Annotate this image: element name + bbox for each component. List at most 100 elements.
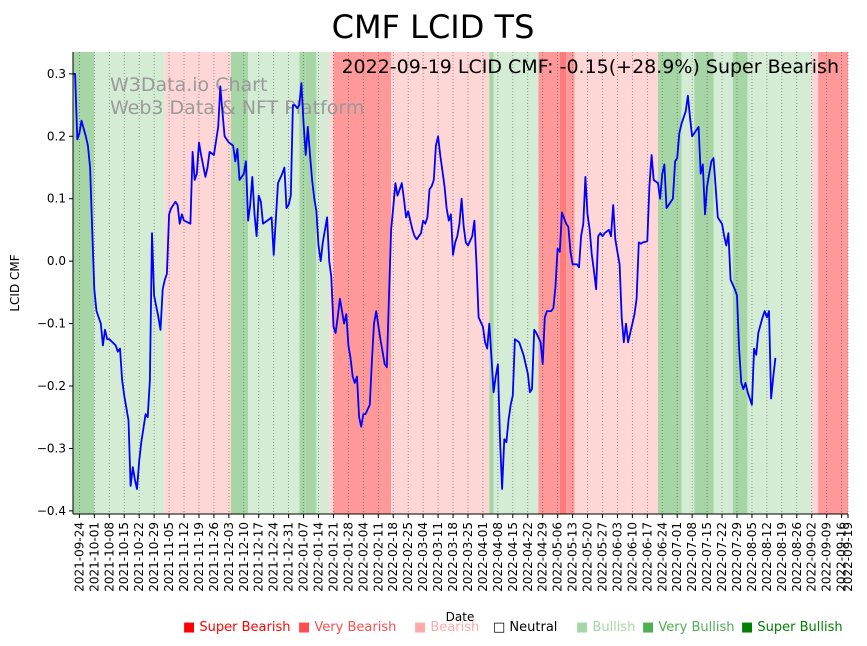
x-tick-label: 2022-01-28 [341,522,355,592]
y-tick-label: 0.1 [47,192,66,206]
band-very-bearish [566,52,575,514]
x-tick-label: 2022-02-04 [356,522,370,592]
band-bearish [164,52,231,514]
y-tick-label: 0.3 [47,67,66,81]
x-tick-label: 2022-01-07 [297,522,311,592]
x-tick-label: 2022-09-19 [841,522,855,592]
x-tick-label: 2022-06-24 [655,522,669,592]
x-tick-label: 2022-02-18 [386,522,400,592]
x-tick-label: 2022-08-12 [760,522,774,592]
chart-annotation: 2022-09-19 LCID CMF: -0.15(+28.9%) Super… [341,56,839,78]
x-tick-label: 2021-10-22 [132,522,146,592]
grid-lines [79,52,849,514]
band-bearish [574,52,658,514]
x-tick-label: 2022-05-06 [551,522,565,592]
x-tick-label: 2022-03-04 [416,522,430,592]
band-super-bearish [559,52,567,514]
band-very-bearish [382,52,392,514]
x-tick-label: 2021-12-10 [237,522,251,592]
x-tick-label: 2022-06-10 [625,522,639,592]
legend-item: ■ Super Bullish [741,620,843,635]
x-tick-label: 2021-12-03 [222,522,236,592]
y-tick-label: −0.2 [37,379,66,393]
y-axis-label: LCID CMF [8,254,22,311]
y-tick-label: 0.0 [47,254,66,268]
x-tick-label: 2022-07-01 [670,522,684,592]
y-tick-label: −0.3 [37,441,66,455]
band-very-bullish [305,52,317,514]
x-tick-label: 2022-09-16 [835,522,849,592]
band-bullish [747,52,812,514]
x-tick-label: 2022-03-18 [446,522,460,592]
band-bearish [811,52,819,514]
y-tick-label: 0.2 [47,129,66,143]
band-very-bullish [489,52,494,514]
band-bullish [493,52,539,514]
x-tick-label: 2022-05-20 [581,522,595,592]
cmf-series-line [73,73,777,490]
band-bearish [391,52,490,514]
band-bullish [681,52,695,514]
x-tick-label: 2022-09-02 [805,522,819,592]
watermark-text: W3Data.io Chart [110,74,267,96]
y-tick-label: −0.4 [37,504,66,518]
band-very-bearish [333,52,383,514]
band-very-bearish [538,52,560,514]
watermark-text: Web3 Data & NFT Platform [110,97,364,119]
x-axis-label: Date [446,610,475,624]
x-tick-label: 2022-01-21 [327,522,341,592]
chart-title: CMF LCID TS [332,8,535,46]
x-tick-label: 2022-07-29 [730,522,744,592]
x-tick-label: 2022-04-08 [491,522,505,592]
x-tick-label: 2021-10-15 [117,522,131,592]
x-tick-label: 2021-11-12 [177,522,191,592]
x-tick-label: 2022-08-26 [790,522,804,592]
band-very-bullish [657,52,682,514]
x-tick-label: 2021-11-19 [192,522,206,592]
legend-item: ■ Bullish [576,620,636,635]
x-tick-label: 2022-03-25 [461,522,475,592]
x-tick-label: 2021-09-24 [72,522,86,592]
band-very-bearish [818,52,848,514]
x-tick-label: 2021-12-17 [252,522,266,592]
band-bullish [316,52,330,514]
x-tick-label: 2021-10-29 [147,522,161,592]
band-very-bullish [694,52,714,514]
x-tick-label: 2022-04-29 [536,522,550,592]
band-very-bullish [732,52,748,514]
band-very-bullish [230,52,249,514]
series-layer [73,73,777,490]
x-tick-label: 2022-05-13 [566,522,580,592]
x-tick-label: 2021-11-26 [207,522,221,592]
x-tick-label: 2022-07-08 [685,522,699,592]
x-tick-label: 2022-02-25 [401,522,415,592]
x-tick-label: 2022-04-01 [476,522,490,592]
x-tick-label: 2022-04-22 [521,522,535,592]
x-tick-label: 2022-03-11 [431,522,445,592]
x-tick-label: 2022-01-14 [312,522,326,592]
x-tick-label: 2022-06-17 [640,522,654,592]
x-tick-label: 2022-07-22 [715,522,729,592]
x-tick-label: 2022-05-27 [596,522,610,592]
x-tick-label: 2022-08-19 [775,522,789,592]
legend-item: ■ Super Bearish [183,620,291,635]
x-tick-label: 2022-07-15 [700,522,714,592]
x-tick-label: 2021-10-08 [102,522,116,592]
band-very-bullish [299,52,306,514]
x-tick-label: 2022-08-05 [745,522,759,592]
legend-item: ■ Very Bullish [642,620,735,635]
legend-item: □ Neutral [493,620,558,635]
x-tick-label: 2021-12-24 [267,522,281,592]
legend: ■ Super Bearish ■ Very Bearish ■ Bearish □ … [0,620,867,640]
x-tick-label: 2022-02-11 [371,522,385,592]
x-tick-label: 2021-10-01 [87,522,101,592]
x-tick-label: 2022-04-15 [506,522,520,592]
band-bullish [713,52,733,514]
x-tick-label: 2021-11-05 [162,522,176,592]
x-tick-label: 2022-06-03 [610,522,624,592]
legend-item: ■ Very Bearish [298,620,397,635]
legend-item: ■ Bearish [414,620,480,635]
